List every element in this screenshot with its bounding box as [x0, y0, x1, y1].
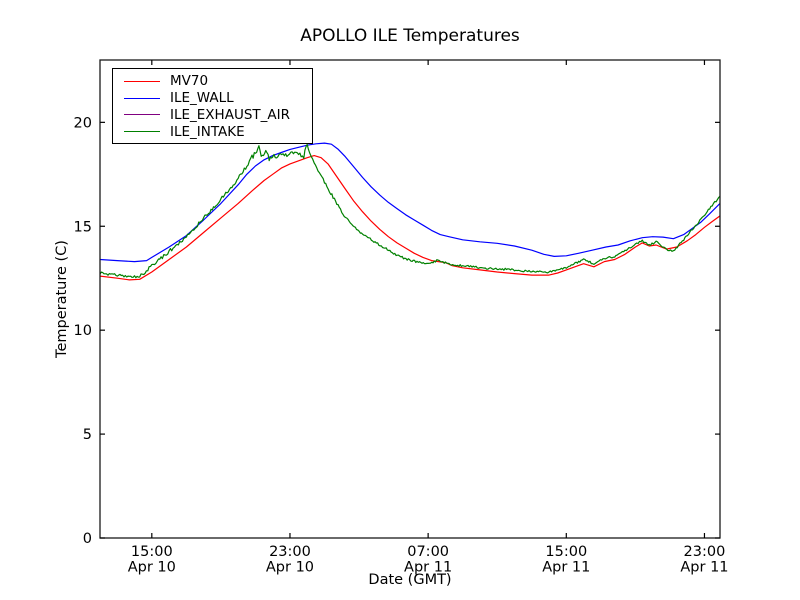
series-line-mv70 [100, 155, 720, 281]
legend-line-sample [124, 114, 160, 116]
legend-entry-ile_intake: ILE_INTAKE [113, 123, 312, 140]
x-tick-label-time: 15:00 [545, 544, 587, 560]
y-tick-label: 15 [74, 219, 92, 235]
legend-entry-ile_exhaust_air: ILE_EXHAUST_AIR [113, 107, 312, 124]
series-line-ile_wall [100, 142, 720, 263]
legend-label: MV70 [170, 73, 209, 90]
legend: MV70 ILE_WALL ILE_EXHAUST_AIR ILE_INTAKE [112, 68, 313, 145]
x-tick-label-date: Apr 11 [404, 560, 452, 576]
legend-label: ILE_INTAKE [170, 123, 245, 140]
plot-area-border [99, 59, 721, 539]
legend-label: ILE_WALL [170, 90, 234, 107]
x-tick-label-time: 15:00 [131, 544, 173, 560]
x-tick-label-date: Apr 11 [542, 560, 590, 576]
x-tick-label-time: 07:00 [407, 544, 449, 560]
x-tick-label-date: Apr 10 [266, 560, 314, 576]
x-tick-label-time: 23:00 [684, 544, 726, 560]
x-axis-label: Date (GMT) [368, 572, 452, 588]
legend-label: ILE_EXHAUST_AIR [170, 106, 290, 123]
y-tick-label: 0 [83, 531, 92, 547]
y-tick-label: 5 [83, 427, 92, 443]
series-line-ile_intake [100, 143, 720, 279]
legend-entry-ile_wall: ILE_WALL [113, 90, 312, 107]
legend-entry-mv70: MV70 [113, 73, 312, 90]
legend-line-sample [124, 131, 160, 133]
y-axis-label: Temperature (C) [54, 240, 70, 358]
x-tick-label-time: 23:00 [269, 544, 311, 560]
chart-title: APOLLO ILE Temperatures [300, 26, 520, 46]
x-tick-label-date: Apr 10 [128, 560, 176, 576]
y-tick-label: 10 [74, 323, 92, 339]
legend-line-sample [124, 80, 160, 82]
series-group [100, 142, 720, 281]
y-tick-label: 20 [74, 115, 92, 131]
legend-line-sample [124, 97, 160, 99]
x-tick-label-date: Apr 11 [680, 560, 728, 576]
